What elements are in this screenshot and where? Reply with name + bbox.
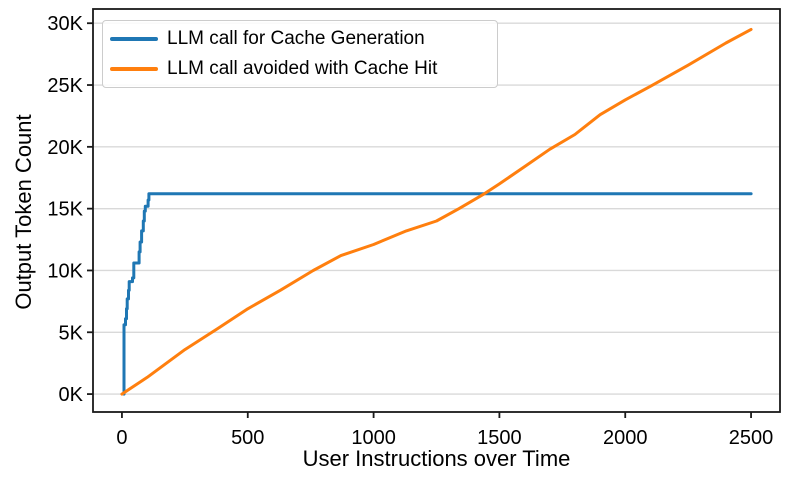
y-tick-label: 10K <box>47 260 83 282</box>
plot-border <box>92 8 781 413</box>
series-line-0 <box>122 192 753 396</box>
x-tick-label: 1500 <box>477 427 522 449</box>
legend: LLM call for Cache Generation LLM call a… <box>102 20 498 88</box>
y-tick-label: 15K <box>47 199 83 221</box>
y-tick-label: 30K <box>47 13 83 35</box>
y-tick-label: 20K <box>47 137 83 159</box>
x-tick-label: 0 <box>116 427 127 449</box>
y-tick-label: 0K <box>59 384 84 406</box>
legend-line-swatch-orange <box>110 67 158 71</box>
y-tick-label: 5K <box>59 322 84 344</box>
series-line-1 <box>120 27 753 396</box>
x-tick-label: 2500 <box>729 427 774 449</box>
y-tick-label: 25K <box>47 75 83 97</box>
y-axis-label: Output Token Count <box>11 114 36 310</box>
legend-item-cache-generation: LLM call for Cache Generation <box>110 26 487 52</box>
legend-label: LLM call avoided with Cache Hit <box>167 58 438 79</box>
x-axis-label: User Instructions over Time <box>302 446 571 471</box>
legend-label: LLM call for Cache Generation <box>167 28 425 49</box>
legend-line-swatch-blue <box>110 37 158 41</box>
legend-item-cache-hit: LLM call avoided with Cache Hit <box>110 56 487 82</box>
x-tick-label: 1000 <box>351 427 396 449</box>
x-tick-label: 2000 <box>603 427 648 449</box>
x-tick-label: 500 <box>231 427 264 449</box>
